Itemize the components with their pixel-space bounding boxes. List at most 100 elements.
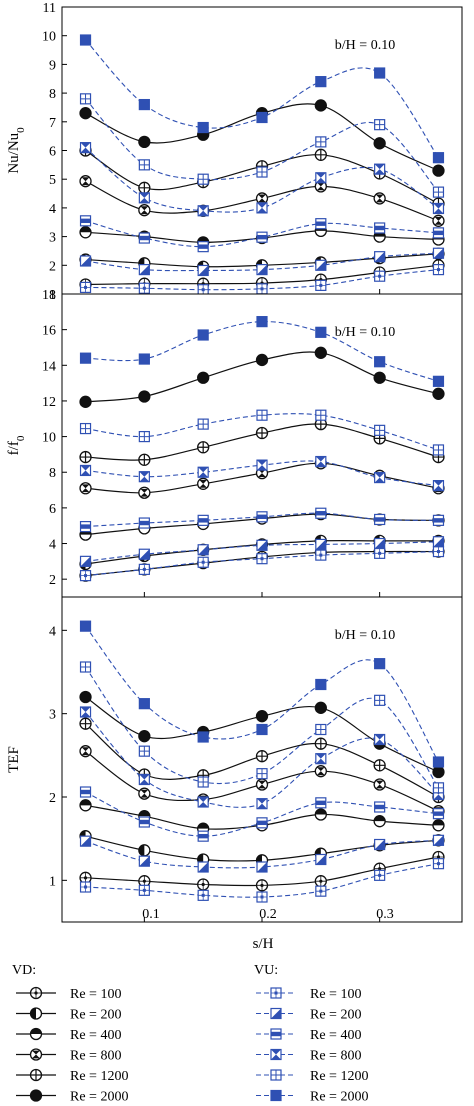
data-point — [374, 270, 386, 282]
data-point — [197, 371, 210, 384]
legend-label: Re = 2000 — [310, 1090, 368, 1105]
data-point — [432, 387, 445, 400]
y-tick-label: 2 — [49, 259, 56, 274]
marker-circle-top-half — [29, 1027, 43, 1041]
data-point — [79, 706, 92, 718]
data-point — [314, 808, 327, 821]
data-point — [315, 136, 327, 148]
data-point — [256, 264, 268, 276]
data-point — [256, 316, 268, 328]
y-axis-label: Nu/Nu0 — [6, 127, 27, 174]
legend-label: Re = 400 — [310, 1028, 361, 1043]
data-point — [315, 409, 327, 421]
legend-vu-title: VU: — [254, 963, 278, 978]
data-point — [197, 441, 210, 454]
data-point — [138, 517, 150, 529]
data-point — [138, 563, 150, 575]
data-point — [79, 482, 92, 495]
data-point — [197, 861, 209, 873]
data-point — [138, 548, 150, 560]
data-point — [432, 782, 445, 794]
legend: VD: VU: Re = 100 Re = 100 Re = 200 Re = 200… — [12, 963, 368, 1105]
data-point — [374, 658, 386, 670]
legend-label: Re = 100 — [310, 987, 361, 1002]
legend-entry-vu: Re = 400 — [256, 1028, 361, 1043]
data-point — [79, 881, 92, 893]
data-point — [432, 819, 445, 832]
data-point — [197, 556, 209, 568]
data-point — [138, 471, 150, 483]
y-tick-label: 4 — [49, 624, 56, 639]
data-point — [79, 835, 92, 847]
data-point — [79, 570, 92, 582]
data-point — [197, 776, 209, 788]
data-point — [314, 765, 327, 778]
legend-entry-vd: Re = 200 — [16, 1007, 121, 1023]
data-point — [315, 507, 327, 519]
data-point — [432, 480, 445, 492]
data-point — [197, 241, 209, 253]
series-layer — [79, 34, 445, 294]
data-point — [315, 218, 327, 230]
data-point — [373, 759, 386, 772]
legend-label: Re = 100 — [70, 987, 121, 1002]
data-point — [256, 283, 268, 294]
data-point — [255, 778, 269, 791]
data-point — [373, 192, 386, 205]
data-point — [79, 520, 92, 533]
data-point — [197, 796, 209, 808]
data-point — [315, 885, 327, 897]
data-point — [432, 227, 445, 239]
data-point — [374, 694, 386, 706]
x-axis: 0.1 0.2 0.3 s/H — [142, 907, 394, 952]
data-point — [432, 444, 445, 456]
legend-label: Re = 800 — [310, 1049, 361, 1064]
data-point — [79, 799, 92, 812]
data-point — [314, 148, 327, 161]
data-point — [256, 861, 268, 873]
data-point — [256, 798, 268, 810]
data-point — [256, 111, 268, 124]
data-point — [314, 875, 327, 888]
series-layer — [79, 316, 445, 582]
data-point — [314, 701, 327, 714]
data-point — [315, 753, 327, 765]
data-point — [79, 422, 92, 435]
y-axis-label: TEF — [6, 746, 22, 773]
x-tick-label: 0.2 — [259, 907, 277, 922]
data-point — [138, 204, 151, 217]
data-point — [79, 464, 92, 477]
data-point — [79, 175, 92, 188]
panel-annotation: b/H = 0.10 — [335, 325, 395, 340]
data-point — [256, 553, 268, 565]
legend-entry-vd: Re = 2000 — [16, 1089, 128, 1105]
marker-square-plus — [270, 987, 282, 999]
data-point — [315, 723, 327, 736]
y-tick-label: 7 — [49, 116, 56, 131]
data-point — [432, 545, 445, 558]
x-tick-label: 0.3 — [376, 907, 394, 922]
data-point — [432, 834, 445, 846]
data-point — [138, 855, 150, 867]
data-point — [432, 186, 445, 198]
x-tick-label: 0.1 — [142, 907, 160, 922]
data-point — [79, 555, 92, 567]
data-point — [197, 205, 209, 217]
y-tick-label: 9 — [49, 58, 56, 73]
data-point — [197, 889, 209, 901]
data-point — [138, 745, 150, 757]
legend-label: Re = 400 — [70, 1028, 121, 1043]
marker-circle-cross — [29, 1068, 43, 1082]
panel-annotation: b/H = 0.10 — [335, 628, 395, 643]
y-tick-label: 1 — [49, 874, 56, 889]
data-point — [432, 214, 445, 227]
data-point — [432, 164, 445, 177]
data-point — [256, 409, 268, 421]
data-point — [432, 808, 445, 820]
panel-2: 2 4 6 8 10 12 14 16 18 f/f0 b/H = 0.10 — [6, 288, 463, 598]
y-tick-label: 1 — [49, 288, 56, 303]
legend-entry-vd: Re = 400 — [16, 1027, 121, 1043]
data-point — [197, 418, 209, 430]
